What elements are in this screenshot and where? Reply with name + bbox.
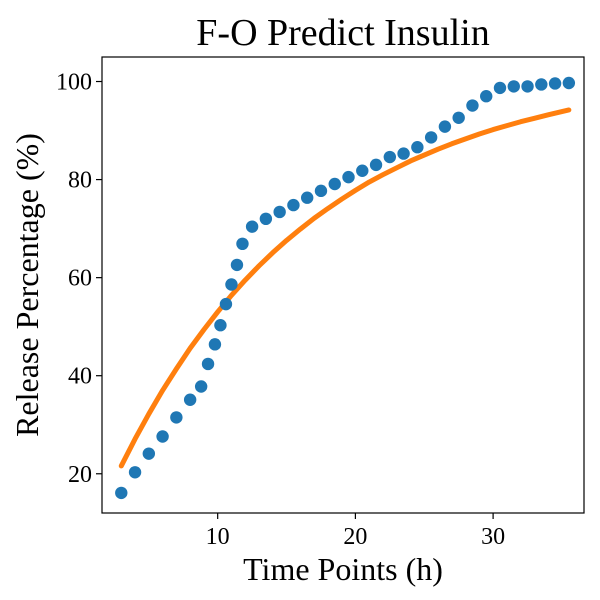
data-point bbox=[259, 212, 273, 226]
data-point bbox=[452, 111, 465, 125]
data-point bbox=[156, 430, 169, 443]
data-point bbox=[424, 131, 438, 144]
data-point bbox=[342, 170, 355, 184]
x-axis-ticks: 10 20 30 bbox=[206, 513, 505, 550]
data-point bbox=[245, 220, 259, 233]
data-point bbox=[314, 184, 328, 198]
data-point bbox=[438, 120, 452, 133]
data-point bbox=[328, 177, 341, 191]
data-point bbox=[194, 380, 208, 393]
data-point bbox=[170, 411, 183, 424]
data-point bbox=[369, 158, 383, 172]
data-point bbox=[356, 164, 369, 177]
y-tick-label: 40 bbox=[68, 364, 92, 390]
data-point bbox=[287, 198, 300, 212]
y-tick-label: 60 bbox=[68, 266, 92, 292]
data-point bbox=[230, 258, 244, 272]
data-point bbox=[142, 447, 156, 460]
data-point bbox=[383, 150, 397, 164]
data-point bbox=[201, 357, 215, 371]
data-point bbox=[507, 80, 520, 93]
data-point bbox=[208, 338, 222, 351]
chart-title: F-O Predict Insulin bbox=[196, 12, 489, 54]
data-point bbox=[411, 141, 424, 154]
data-point bbox=[273, 205, 286, 219]
data-point bbox=[535, 78, 548, 91]
y-tick-label: 80 bbox=[68, 168, 92, 194]
y-tick-label: 100 bbox=[56, 70, 92, 96]
fitted-curve-line bbox=[118, 107, 572, 469]
data-point bbox=[548, 77, 562, 90]
data-point bbox=[480, 90, 493, 103]
data-point bbox=[562, 76, 576, 90]
data-point bbox=[219, 297, 233, 311]
y-tick-label: 20 bbox=[68, 462, 92, 488]
data-point bbox=[466, 99, 479, 112]
data-point bbox=[300, 191, 314, 204]
data-point bbox=[493, 81, 507, 95]
x-tick-label: 20 bbox=[343, 524, 367, 550]
data-point bbox=[128, 466, 142, 479]
series-layer bbox=[115, 76, 576, 500]
x-tick-label: 30 bbox=[481, 524, 505, 550]
data-point bbox=[236, 237, 249, 251]
data-point bbox=[397, 147, 410, 160]
data-point bbox=[183, 393, 197, 406]
y-axis-ticks: 20 40 60 80 100 bbox=[56, 70, 102, 488]
data-point bbox=[214, 319, 227, 332]
data-point bbox=[115, 486, 128, 500]
y-axis-label: Release Percentage (%) bbox=[9, 133, 45, 437]
x-axis-label: Time Points (h) bbox=[243, 551, 443, 587]
plot-frame bbox=[101, 56, 585, 514]
data-point bbox=[521, 80, 534, 93]
data-point bbox=[225, 278, 238, 291]
x-tick-label: 10 bbox=[206, 524, 230, 550]
